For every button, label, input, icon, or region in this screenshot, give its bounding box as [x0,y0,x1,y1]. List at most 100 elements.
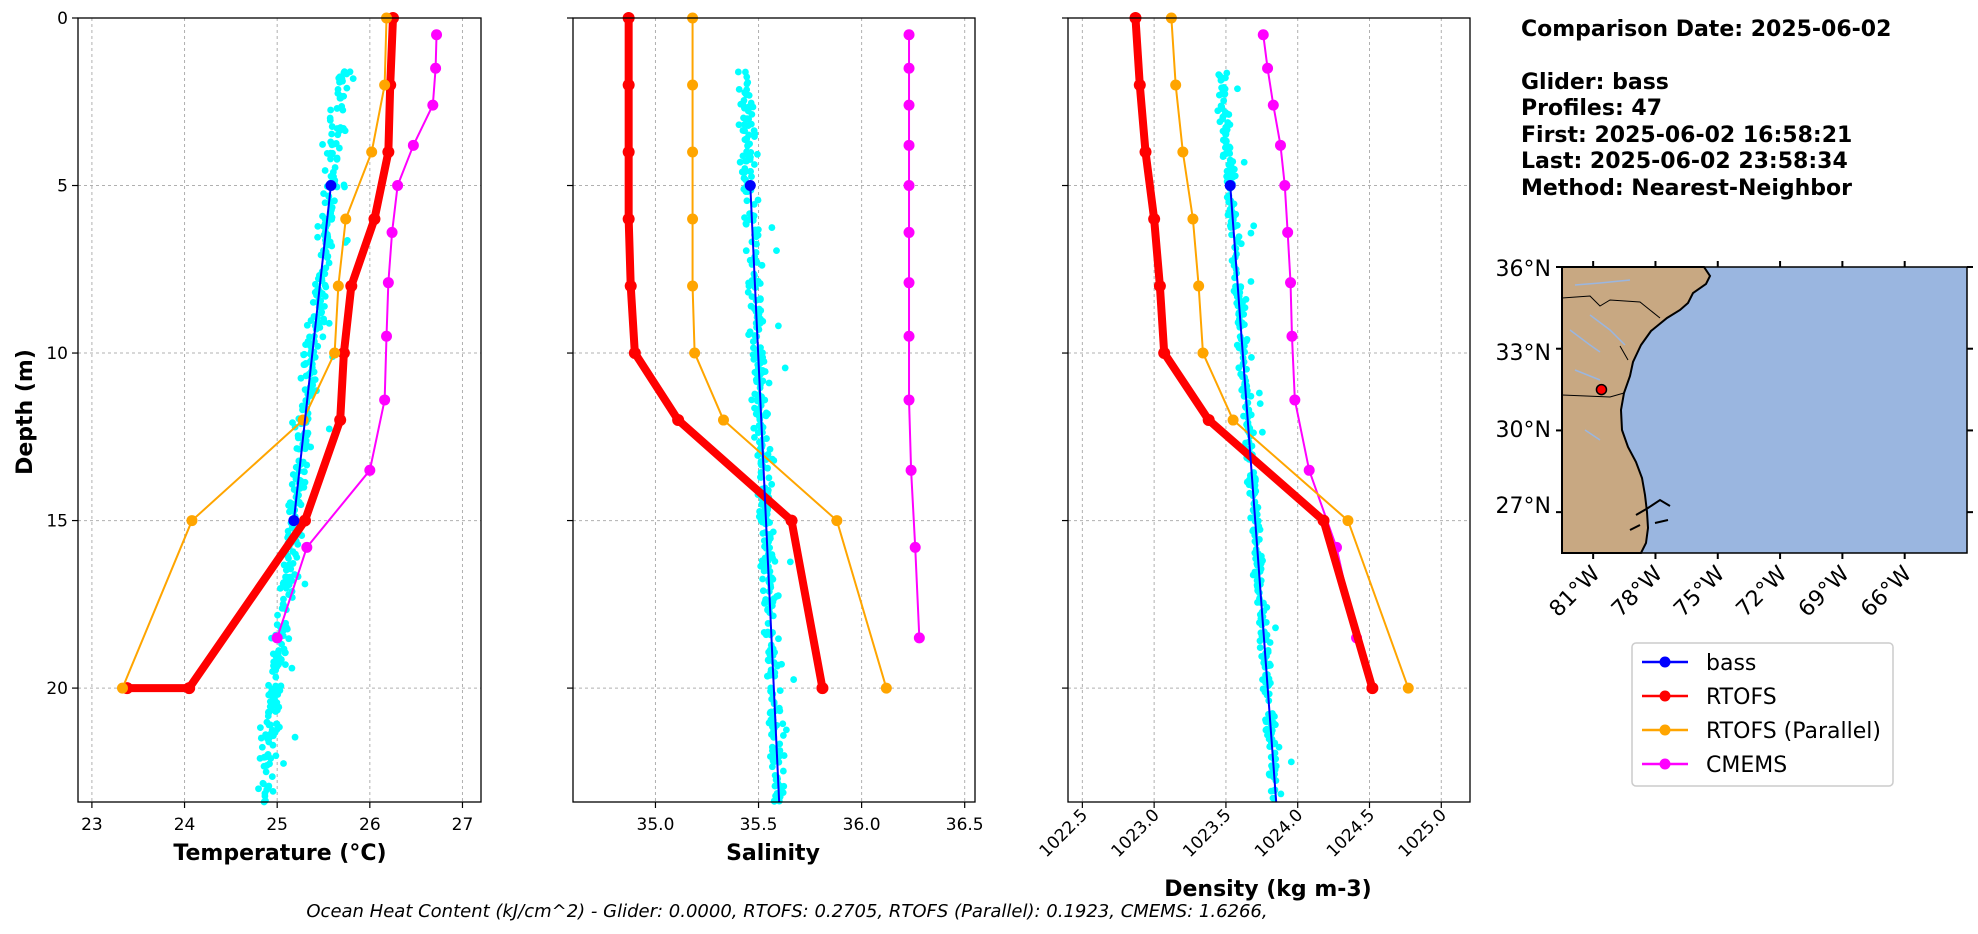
legend-swatch-marker [1659,656,1671,668]
sal-xtick-label-0: 35.0 [637,815,675,835]
sal-glider-point [771,782,779,790]
sal-cmems-point [903,29,915,41]
legend: bass RTOFS RTOFS (Parallel) CMEMS [1631,642,1894,787]
sal-glider-point [759,575,766,583]
temp-glider-point [331,197,338,205]
temp-glider-point [303,461,311,469]
lon-label-0: 81°W [1545,561,1606,622]
temp-glider-point [270,688,278,696]
sal-glider-point [768,224,776,231]
dens-cmems-point [1285,277,1297,289]
temp-rtofs-parallel-point [340,213,352,225]
temp-glider-point [321,167,329,174]
temp-glider-point [327,172,335,180]
temp-rtofs-parallel-point [379,79,391,91]
dens-glider-point [1263,652,1270,660]
dens-rtofs-point [1158,347,1171,360]
dens-glider-point [1250,222,1258,230]
temp-glider-scatter [255,68,357,806]
density-axis-label: Density (kg m-3) [1164,877,1372,902]
sal-rtofs-point [816,682,829,695]
sal-glider-point [769,751,777,759]
sal-glider-point [739,127,747,134]
sal-glider-point [766,445,774,453]
dens-glider-point [1226,150,1234,157]
dens-rtofs-point [1317,514,1330,527]
temp-rtofs-point [337,347,350,360]
temp-rtofs-point [298,514,311,527]
temp-glider-point [337,94,345,102]
dens-glider-point [1258,428,1266,436]
sal-rtofs-parallel-point [687,213,699,225]
glider-location-marker [1595,383,1608,396]
dens-glider-point [1254,517,1262,525]
dens-rtofs-parallel-point [1177,146,1189,158]
dens-glider-point [1257,560,1265,567]
dens-glider-point [1221,90,1229,98]
dens-glider-point [1242,295,1250,303]
dens-glider-point [1262,618,1270,626]
lat-label-1: 33°N [1496,341,1551,366]
sal-glider-point [768,480,776,488]
temp-glider-point [321,302,328,310]
sal-glider-point [747,168,754,175]
dens-cmems-point [1267,99,1279,111]
legend-label: bass [1706,651,1756,676]
lat-label-0: 36°N [1496,257,1551,282]
sal-glider-point [774,322,782,330]
legend-item-rtofs-parallel: RTOFS (Parallel) [1642,719,1881,744]
dens-glider-point [1215,71,1223,79]
sal-glider-point [751,161,758,168]
dens-bass-line [1229,185,1278,803]
temp-glider-point [257,734,265,742]
temp-glider-point [298,402,306,410]
sal-glider-point [741,165,749,172]
sal-rtofs-parallel-point [880,682,892,694]
temp-xtick-label-3: 26 [359,815,381,835]
temp-cmems-point [407,139,419,151]
temp-glider-point [319,141,326,148]
sal-glider-point [747,148,755,156]
dens-cmems-line [1262,34,1358,639]
dens-glider-point [1263,725,1271,733]
sal-glider-point [781,364,789,372]
temp-glider-point [300,468,308,476]
temp-glider-point [327,138,335,146]
lon-label-2: 75°W [1669,561,1730,622]
temp-glider-point [261,792,269,800]
sal-cmems-point [903,226,915,238]
map-ticks [1556,261,1973,559]
sal-glider-point [743,73,751,81]
dens-xtick-label-0: 1022.5 [1036,805,1092,861]
temp-bass-point [288,515,300,527]
temp-glider-point [312,280,319,288]
map-frame [1561,266,1968,554]
sal-glider-point [790,676,798,683]
temp-glider-point [264,712,272,720]
sal-glider-point [767,684,775,692]
dens-glider-point [1247,229,1255,237]
sal-glider-point [745,331,753,339]
sal-rtofs-point [622,146,635,159]
legend-swatch-marker [1659,690,1671,702]
sal-glider-point [749,338,757,345]
sal-rtofs-point [785,514,798,527]
sal-glider-point [744,288,752,296]
sal-cmems-point [913,632,925,644]
temp-bass-point [325,180,337,192]
depth-tick-label-4: 20 [46,679,68,699]
temp-glider-point [295,498,303,506]
sal-glider-point [750,424,758,432]
temp-glider-point [325,319,333,327]
temp-glider-point [301,580,309,588]
sal-xtick-label-3: 36.5 [946,815,984,835]
sal-glider-point [780,752,788,759]
sal-glider-point [756,296,764,304]
glider-name: Glider: bass [1521,70,1669,95]
dens-rtofs-parallel-point [1342,515,1354,527]
dens-glider-point [1266,639,1274,646]
temp-rtofs-point [368,213,381,226]
map-islands [1629,498,1671,531]
temp-glider-point [293,445,301,452]
temp-glider-point [333,105,341,112]
